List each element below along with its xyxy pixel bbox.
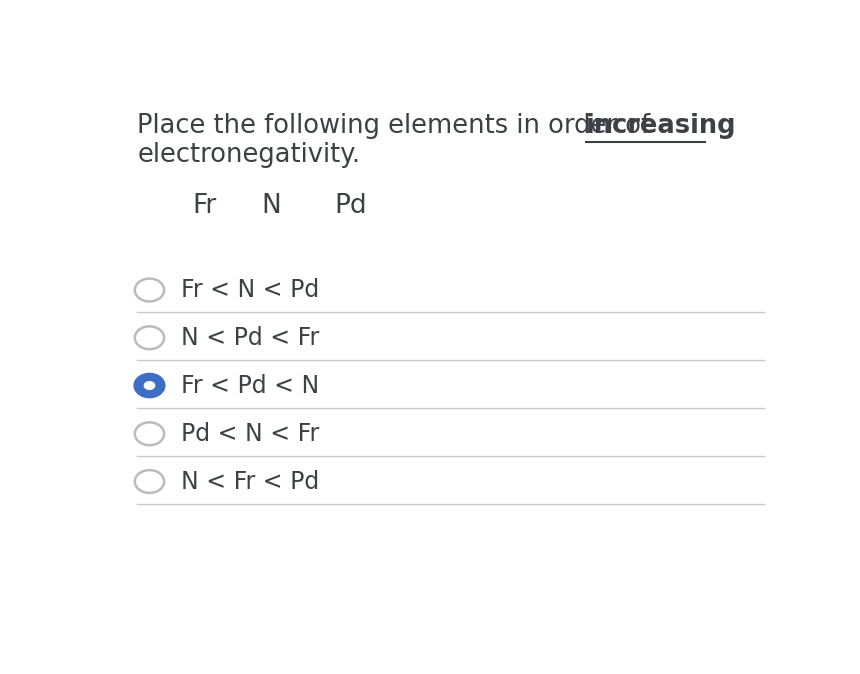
Text: N < Pd < Fr: N < Pd < Fr xyxy=(181,326,319,350)
Circle shape xyxy=(135,374,164,397)
Text: electronegativity.: electronegativity. xyxy=(138,142,360,168)
Text: Pd: Pd xyxy=(335,193,367,219)
Text: Place the following elements in order of: Place the following elements in order of xyxy=(138,113,659,139)
Text: Fr < N < Pd: Fr < N < Pd xyxy=(181,278,319,302)
Text: Fr < Pd < N: Fr < Pd < N xyxy=(181,373,319,398)
Text: increasing: increasing xyxy=(586,113,736,139)
Text: N: N xyxy=(261,193,280,219)
Text: Fr: Fr xyxy=(192,193,216,219)
Text: Pd < N < Fr: Pd < N < Fr xyxy=(181,422,319,446)
Circle shape xyxy=(135,423,164,446)
Circle shape xyxy=(135,278,164,301)
Circle shape xyxy=(135,470,164,493)
Circle shape xyxy=(144,381,156,390)
Text: N < Fr < Pd: N < Fr < Pd xyxy=(181,470,319,493)
Circle shape xyxy=(135,326,164,349)
